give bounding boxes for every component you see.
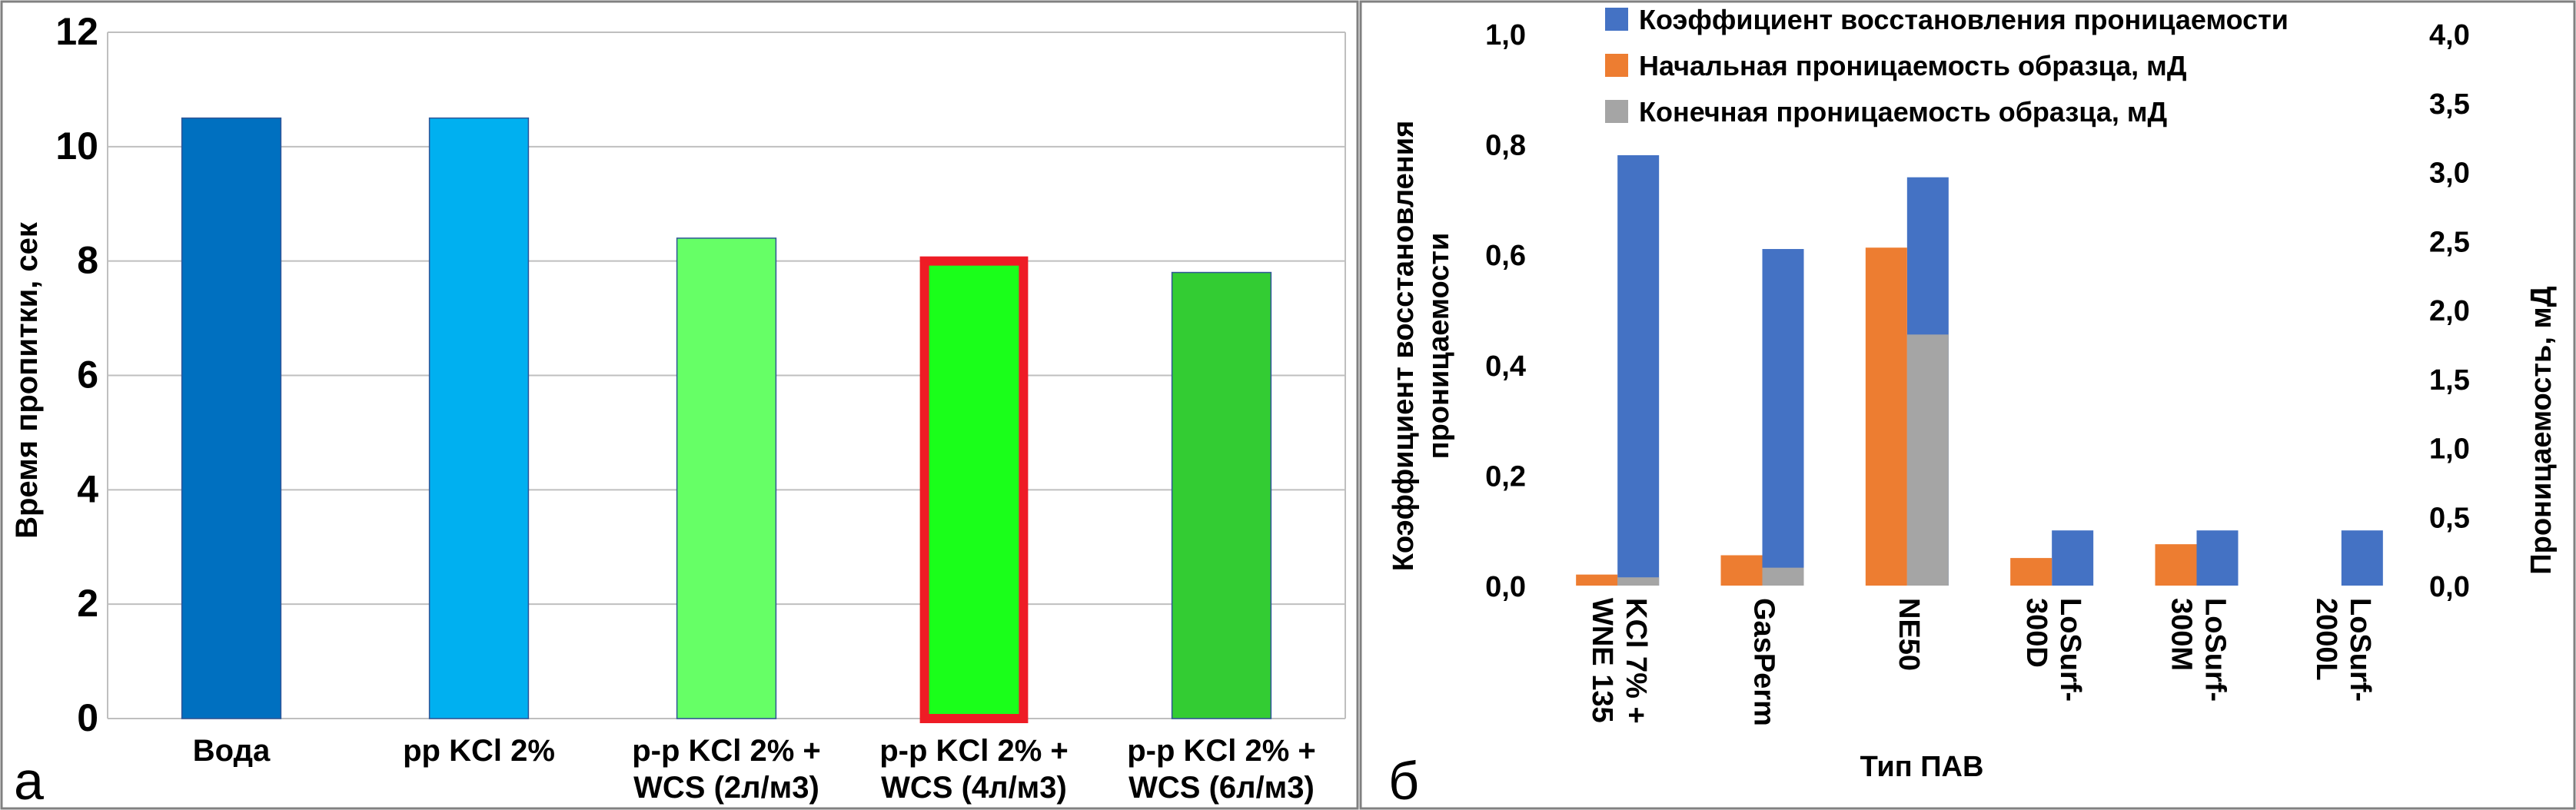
panel-a-y-tick-labels: 0 2 4 6 8 10 12 xyxy=(55,10,98,739)
panel-b-bar-series-0 xyxy=(2196,530,2239,586)
panel-b-bar-series-0 xyxy=(1762,249,1804,586)
panel-b-left-y-axis-label-line2: проницаемости xyxy=(1423,233,1455,460)
panel-b-legend-swatch xyxy=(1605,100,1628,123)
panel-b-left-y-axis-label-line1: Коэффициент восстановления xyxy=(1388,121,1420,572)
panel-b-left-y-tick-label: 0,8 xyxy=(1485,130,1526,162)
panel-a-letter: а xyxy=(14,751,44,810)
panel-b-letter: б xyxy=(1388,751,1419,810)
panel-b-bars xyxy=(1576,154,2383,586)
panel-a-x-tick-labels: Вода pp KCl 2% p-p KCl 2% +WCS (2л/м3)p-p … xyxy=(193,734,1316,805)
panel-b-right-y-tick-label: 3,5 xyxy=(2429,88,2470,121)
panel-a-gridlines xyxy=(107,32,1346,719)
panel-a-y-tick-label: 10 xyxy=(55,124,98,168)
panel-b-legend-label: Коэффициент восстановления проницаемости xyxy=(1639,4,2288,35)
panel-b-frame xyxy=(1359,0,2576,810)
panel-b-legend-swatch xyxy=(1605,54,1628,77)
panel-a-y-tick-label: 2 xyxy=(77,582,98,625)
panel-b-right-y-tick-label: 0,0 xyxy=(2429,571,2470,603)
panel-b-x-tick-label: LoSurf- xyxy=(2199,598,2232,702)
panel-b-bar-series-0 xyxy=(1617,154,1660,586)
panel-b-legend: Коэффициент восстановления проницаемости… xyxy=(1605,4,2288,128)
panel-a-bar-highlighted xyxy=(919,256,1029,723)
panel-b-right-y-tick-label: 1,0 xyxy=(2429,433,2470,466)
panel-b-right-y-tick-label: 2,0 xyxy=(2429,295,2470,327)
panel-b-x-tick-label: LoSurf- xyxy=(2054,598,2086,702)
panel-a-y-tick-label: 8 xyxy=(77,239,98,282)
panel-b-legend-label: Начальная проницаемость образца, мД xyxy=(1639,50,2186,81)
panel-b-bar-series-1 xyxy=(1720,555,1763,586)
panel-b-left-y-tick-labels: 0,0 0,2 0,4 0,6 0,8 1,0 xyxy=(1485,19,1526,603)
panel-b-legend-swatch xyxy=(1605,8,1628,31)
panel-b-x-tick-label: LoSurf- xyxy=(2344,598,2376,702)
panel-a-bars xyxy=(181,117,1272,723)
panel-b-chart: 0,0 0,2 0,4 0,6 0,8 1,0 0,0 0,5 1,0 1,5 2,0 2,5 3,0… xyxy=(1359,0,2576,810)
panel-b-legend-label: Конечная проницаемость образца, мД xyxy=(1639,96,2167,128)
panel-a-bar xyxy=(428,117,530,719)
panel-b-right-y-axis-label: Проницаемость, мД xyxy=(2525,286,2558,574)
panel-b-bar-series-1 xyxy=(1576,574,1618,586)
panel-b-bar-series-0 xyxy=(2052,530,2094,586)
panel-a-x-tick-label: p-p KCl 2% + xyxy=(1127,734,1316,768)
panel-b-right-y-tick-labels: 0,0 0,5 1,0 1,5 2,0 2,5 3,0 3,5 4,0 xyxy=(2429,19,2470,603)
panel-b-left-y-tick-label: 0,4 xyxy=(1485,350,1526,383)
panel-b-x-tick-label: WNE 135 xyxy=(1586,598,1618,723)
panel-b-right-y-tick-label: 0,5 xyxy=(2429,502,2470,534)
panel-b-x-tick-label: GasPerm xyxy=(1748,598,1780,726)
panel-a-frame xyxy=(0,0,1359,810)
panel-b-x-tick-label: 2000L xyxy=(2310,598,2342,681)
panel-a-x-tick-label: Вода xyxy=(193,734,271,768)
panel-a-x-tick-label: WCS (2л/м3) xyxy=(633,771,819,805)
panel-b-bar-series-0 xyxy=(2341,530,2383,586)
panel-b-x-tick-label: NE50 xyxy=(1893,598,1925,671)
panel-a-bar xyxy=(181,117,282,719)
panel-a-y-tick-label: 0 xyxy=(77,696,98,739)
panel-b-right-y-tick-label: 4,0 xyxy=(2429,19,2470,51)
panel-b-bar-series-2 xyxy=(1617,577,1660,586)
panel-b-x-axis-label: Тип ПАВ xyxy=(1860,751,1984,783)
panel-a-x-tick-label: p-p KCl 2% + xyxy=(632,734,821,768)
panel-a-x-tick-label: p-p KCl 2% + xyxy=(879,734,1069,768)
panel-b-left-y-tick-label: 1,0 xyxy=(1485,19,1526,51)
panel-b-bar-series-1 xyxy=(1865,247,1907,586)
panel-a-bar xyxy=(676,237,777,719)
panel-b-bar-series-1 xyxy=(2155,544,2197,586)
panel-b-right-y-tick-label: 2,5 xyxy=(2429,226,2470,258)
panel-b-bar-series-2 xyxy=(1906,334,1949,586)
panel-b-right-y-tick-label: 3,0 xyxy=(2429,158,2470,190)
panel-a-x-tick-label: WCS (6л/м3) xyxy=(1128,771,1315,805)
panel-b-bar-series-2 xyxy=(1762,567,1804,586)
panel-b-x-tick-label: KCl 7% + xyxy=(1620,598,1652,724)
panel-a-y-tick-label: 6 xyxy=(77,354,98,397)
panel-b-x-tick-labels: KCl 7% +WNE 135 GasPerm NE50 LoSurf-300D LoS… xyxy=(1586,598,2376,726)
panel-b-left-y-tick-label: 0,6 xyxy=(1485,240,1526,272)
panel-a-y-tick-label: 12 xyxy=(55,10,98,53)
panel-a-bar xyxy=(1171,271,1272,719)
panel-b-bar-series-1 xyxy=(2010,558,2052,586)
panel-a-x-tick-label: WCS (4л/м3) xyxy=(881,771,1067,805)
panel-b-x-tick-label: 300M xyxy=(2166,598,2198,671)
panel-a-y-axis-label: Время пропитки, сек xyxy=(10,221,44,539)
panel-b-left-y-tick-label: 0,2 xyxy=(1485,460,1526,493)
panel-b-x-tick-label: 300D xyxy=(2020,598,2052,668)
panel-a-y-tick-label: 4 xyxy=(77,467,98,510)
panel-a-x-tick-label: pp KCl 2% xyxy=(403,734,555,768)
panel-b-left-y-tick-label: 0,0 xyxy=(1485,571,1526,603)
panel-b-right-y-tick-label: 1,5 xyxy=(2429,364,2470,397)
